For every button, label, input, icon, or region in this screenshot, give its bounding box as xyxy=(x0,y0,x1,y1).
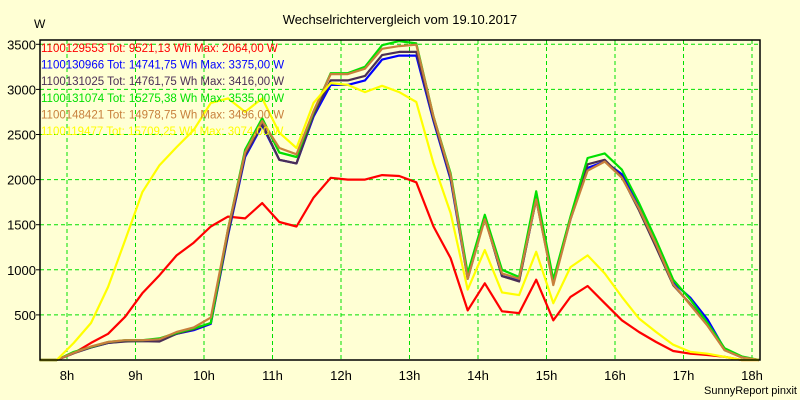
x-tick-label: 14h xyxy=(467,368,489,383)
legend-entry-1100130966: 1100130966 Tot: 14741,75 Wh Max: 3375,00… xyxy=(41,60,284,72)
x-tick-label: 13h xyxy=(399,368,421,383)
x-tick-label: 17h xyxy=(673,368,695,383)
legend: 1100129553 Tot: 9521,13 Wh Max: 2064,00 … xyxy=(41,43,284,138)
x-tick-label: 8h xyxy=(60,368,74,383)
series-lines xyxy=(39,39,760,362)
legend-entry-1100131025: 1100131025 Tot: 14761,75 Wh Max: 3416,00… xyxy=(41,76,284,88)
legend-entry-1100131074: 1100131074 Tot: 15275,38 Wh Max: 3535,00… xyxy=(41,93,284,105)
x-tick-label: 16h xyxy=(604,368,626,383)
legend-entry-1100148421: 1100148421 Tot: 14978,75 Wh Max: 3496,00… xyxy=(41,109,284,121)
legend-entry-1100129553: 1100129553 Tot: 9521,13 Wh Max: 2064,00 … xyxy=(41,43,278,55)
x-axis-ticks: 8h 9h 10h 11h 12h 13h 14h 15h 16h 17h 18h xyxy=(60,368,763,383)
x-tick-label: 18h xyxy=(741,368,763,383)
plot-frame xyxy=(39,39,761,361)
y-tick-label: 2000 xyxy=(7,173,36,188)
chart-title: Wechselrichtervergleich vom 19.10.2017 xyxy=(283,12,518,27)
y-tick-label: 3500 xyxy=(7,37,36,52)
x-tick-label: 12h xyxy=(330,368,352,383)
x-tick-label: 10h xyxy=(193,368,215,383)
grid-lines xyxy=(40,40,760,360)
y-tick-label: 500 xyxy=(14,308,36,323)
y-tick-label: 2500 xyxy=(7,128,36,143)
y-tick-label: 3000 xyxy=(7,82,36,97)
y-axis-unit-label: W xyxy=(34,17,46,31)
y-tick-label: 1500 xyxy=(7,218,36,233)
x-tick-label: 9h xyxy=(128,368,142,383)
series-line-1100119477 xyxy=(39,81,759,362)
x-tick-label: 15h xyxy=(536,368,558,383)
y-axis-ticks: 500 1000 1500 2000 2500 3000 3500 xyxy=(7,37,40,323)
x-tick-label: 11h xyxy=(262,368,283,383)
series-line-1100129553 xyxy=(39,174,759,362)
footer-credit: SunnyReport pinxit xyxy=(704,385,797,397)
series-line-1100148421 xyxy=(39,43,760,362)
legend-entry-1100119477: 1100119477 Tot: 15709,25 Wh Max: 3074,00… xyxy=(41,126,283,138)
y-tick-label: 1000 xyxy=(7,263,36,278)
